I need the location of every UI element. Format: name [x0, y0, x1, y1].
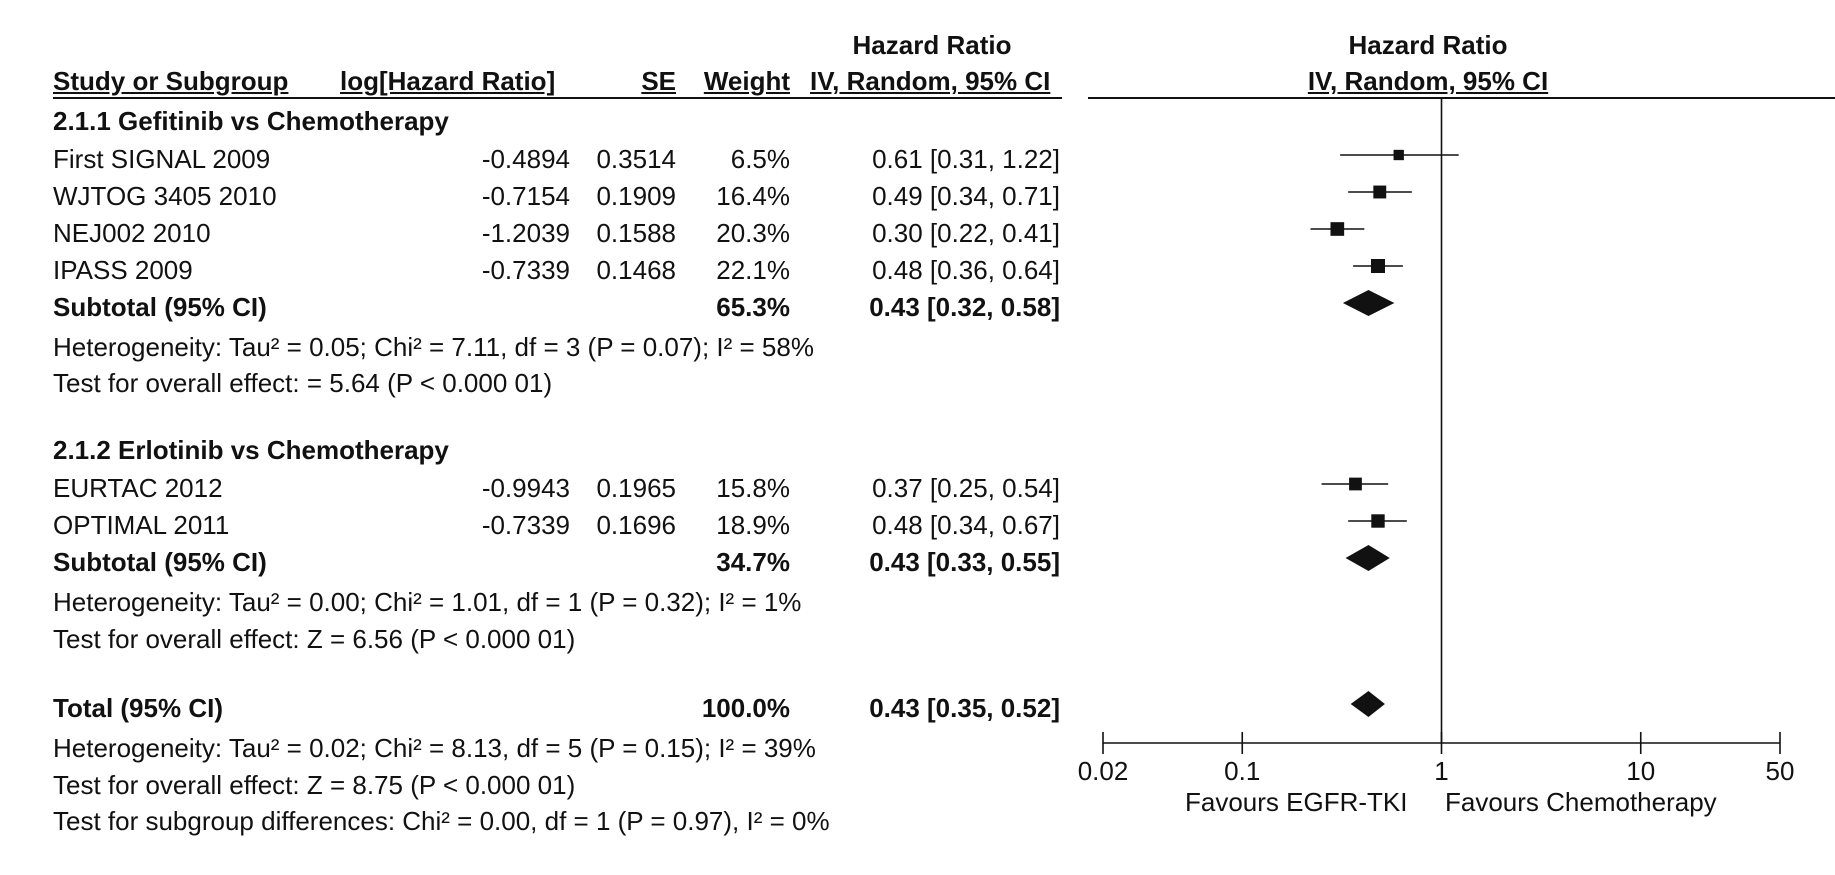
study-name: NEJ002 2010 [53, 218, 211, 248]
study-ci: 0.48 [0.34, 0.67] [872, 510, 1060, 540]
total-ci: 0.43 [0.35, 0.52] [869, 693, 1060, 723]
x-axis-tick-label: 50 [1766, 756, 1795, 786]
group-title: 2.1.2 Erlotinib vs Chemotherapy [53, 435, 449, 465]
subtotal-weight: 65.3% [716, 292, 790, 322]
point-estimate-square [1330, 222, 1345, 236]
total-weight: 100.0% [701, 693, 790, 723]
plot-marks: 0.02 0.1 1 10 50 [1078, 98, 1795, 786]
subtotal-ci: 0.43 [0.32, 0.58] [869, 292, 1060, 322]
point-estimate-square [1373, 185, 1387, 199]
study-se: 0.1696 [596, 510, 676, 540]
header-hazard-ratio-left: Hazard Ratio [852, 30, 1012, 60]
heterogeneity-text: Heterogeneity: Tau² = 0.00; Chi² = 1.01,… [53, 587, 802, 617]
study-weight: 6.5% [730, 144, 790, 174]
point-estimate-square [1370, 259, 1385, 273]
pooled-diamond [1350, 691, 1385, 717]
study-weight: 15.8% [716, 473, 790, 503]
study-name: IPASS 2009 [53, 255, 193, 285]
header-se: SE [641, 66, 676, 96]
study-ci: 0.30 [0.22, 0.41] [872, 218, 1060, 248]
study-loghr: -0.7154 [481, 181, 570, 211]
subtotal-label: Subtotal (95% CI) [53, 547, 267, 577]
study-loghr: -0.9943 [481, 473, 570, 503]
study-loghr: -1.2039 [481, 218, 570, 248]
study-se: 0.1909 [596, 181, 676, 211]
study-name: EURTAC 2012 [53, 473, 223, 503]
overall-effect-text: Test for overall effect: = 5.64 (P < 0.0… [53, 368, 553, 398]
study-ci: 0.37 [0.25, 0.54] [872, 473, 1060, 503]
heterogeneity-text: Heterogeneity: Tau² = 0.05; Chi² = 7.11,… [53, 332, 814, 362]
study-ci: 0.49 [0.34, 0.71] [872, 181, 1060, 211]
x-axis-tick-label: 1 [1434, 756, 1448, 786]
point-estimate-square [1371, 514, 1385, 528]
study-loghr: -0.7339 [481, 255, 570, 285]
x-axis-tick-label: 10 [1626, 756, 1655, 786]
x-axis-tick-label: 0.1 [1224, 756, 1260, 786]
header-ci-right: IV, Random, 95% CI [1307, 66, 1549, 96]
header-ci-left: IV, Random, 95% CI [810, 66, 1051, 96]
study-weight: 20.3% [716, 218, 790, 248]
favours-left-label: Favours EGFR-TKI [1185, 787, 1408, 817]
header-weight: Weight [703, 66, 790, 96]
study-weight: 16.4% [716, 181, 790, 211]
study-weight: 22.1% [716, 255, 790, 285]
study-name: First SIGNAL 2009 [53, 144, 271, 174]
study-name: WJTOG 3405 2010 [53, 181, 277, 211]
study-se: 0.3514 [596, 144, 676, 174]
x-axis-tick-label: 0.02 [1078, 756, 1129, 786]
subtotal-ci: 0.43 [0.33, 0.55] [869, 547, 1060, 577]
study-weight: 18.9% [716, 510, 790, 540]
header-log-hazard-ratio: log[Hazard Ratio] [340, 66, 556, 96]
study-ci: 0.61 [0.31, 1.22] [872, 144, 1060, 174]
group-title: 2.1.1 Gefitinib vs Chemotherapy [53, 106, 449, 136]
study-loghr: -0.7339 [481, 510, 570, 540]
overall-effect-text: Test for overall effect: Z = 6.56 (P < 0… [53, 624, 576, 654]
study-se: 0.1588 [596, 218, 676, 248]
point-estimate-square [1349, 477, 1362, 491]
study-loghr: -0.4894 [481, 144, 570, 174]
total-label: Total (95% CI) [53, 693, 223, 723]
total-overall-effect-text: Test for overall effect: Z = 8.75 (P < 0… [53, 770, 576, 800]
study-ci: 0.48 [0.36, 0.64] [872, 255, 1060, 285]
study-se: 0.1965 [596, 473, 676, 503]
pooled-diamond [1345, 545, 1390, 571]
study-name: OPTIMAL 2011 [53, 510, 230, 540]
pooled-diamond [1342, 290, 1395, 316]
study-se: 0.1468 [596, 255, 676, 285]
subtotal-label: Subtotal (95% CI) [53, 292, 267, 322]
subtotal-weight: 34.7% [716, 547, 790, 577]
point-estimate-square [1393, 149, 1404, 161]
subgroup-differences-text: Test for subgroup differences: Chi² = 0.… [53, 806, 830, 836]
header-study-or-subgroup: Study or Subgroup [53, 66, 289, 96]
favours-right-label: Favours Chemotherapy [1445, 787, 1717, 817]
header-hazard-ratio-right: Hazard Ratio [1348, 30, 1508, 60]
total-heterogeneity-text: Heterogeneity: Tau² = 0.02; Chi² = 8.13,… [53, 733, 816, 763]
